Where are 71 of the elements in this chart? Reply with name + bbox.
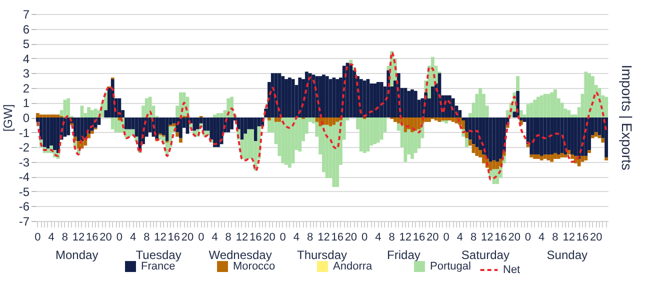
y-tick-label: 0 xyxy=(22,111,30,125)
x-tick-label: 0 xyxy=(198,232,204,244)
text: Sunday xyxy=(546,248,588,262)
y-tick-label: 4 xyxy=(22,52,30,66)
x-tick-label: 16 xyxy=(494,232,507,244)
x-tick-label: 4 xyxy=(212,232,218,244)
x-tick-label: 4 xyxy=(456,232,463,244)
x-tick-label: 16 xyxy=(412,232,426,244)
x-tick-label: 20 xyxy=(181,232,194,244)
x-tick-label: 8 xyxy=(144,232,150,244)
x-tick-label: 16 xyxy=(168,232,180,244)
x-tick-label: 20 xyxy=(344,232,358,244)
x-tick-label: 4 xyxy=(130,232,136,244)
legend-label: Portugal xyxy=(430,260,471,273)
x-tick-label: 0 xyxy=(524,232,532,244)
y-tick-label: -4 xyxy=(18,170,30,184)
y-tick-label: 7 xyxy=(22,8,30,22)
legend-label: France xyxy=(141,260,176,273)
x-tick-label: 12 xyxy=(562,232,575,244)
x-tick-label: 8 xyxy=(62,232,68,244)
x-tick-label: 4 xyxy=(375,232,382,244)
text: Wednesday xyxy=(208,248,272,262)
x-tick-label: 20 xyxy=(426,232,439,244)
y-tick-label: -7 xyxy=(18,214,30,228)
x-tick-label: 8 xyxy=(307,232,314,244)
y-tick-label: -2 xyxy=(18,140,30,155)
legend-label: Morocco xyxy=(233,260,276,273)
legend-label: Net xyxy=(503,264,520,276)
x-tick-label: 12 xyxy=(399,232,412,244)
x-tick-label: 4 xyxy=(538,232,545,244)
text: Thursday xyxy=(296,248,348,262)
x-tick-label: 8 xyxy=(388,232,395,244)
x-tick-label: 12 xyxy=(236,232,248,244)
y2-axis-title: Imports | Exports xyxy=(619,64,635,170)
x-tick-label: 20 xyxy=(508,232,520,244)
x-tick-label: 16 xyxy=(576,232,589,244)
x-tick-label: 0 xyxy=(361,232,368,244)
x-tick-label: 4 xyxy=(293,232,300,244)
x-tick-label: 16 xyxy=(331,232,344,244)
x-tick-label: 0 xyxy=(34,232,41,244)
x-tick-label: 8 xyxy=(470,232,477,244)
y-tick-label: -1 xyxy=(18,126,30,140)
x-tick-label: 20 xyxy=(263,232,276,244)
x-tick-label: 12 xyxy=(154,232,166,244)
x-tick-label: 16 xyxy=(249,232,262,244)
x-tick-label: 12 xyxy=(72,232,85,244)
text: Saturday xyxy=(461,248,510,262)
y-tick-label: 3 xyxy=(22,66,30,81)
x-tick-label: 0 xyxy=(280,232,286,244)
y-tick-label: 5 xyxy=(22,37,30,52)
text: Tuesday xyxy=(136,248,182,262)
x-tick-label: 20 xyxy=(590,232,602,244)
y-tick-label: 1 xyxy=(22,96,30,110)
legend-label: Andorra xyxy=(333,260,374,273)
x-tick-label: 0 xyxy=(443,232,450,244)
y-tick-label: -5 xyxy=(18,184,30,199)
y-tick-label: 6 xyxy=(22,22,30,36)
x-tick-label: 20 xyxy=(100,232,112,244)
x-tick-label: 0 xyxy=(116,232,122,244)
x-tick-label: 12 xyxy=(318,232,330,244)
y-tick-label: -3 xyxy=(18,155,30,170)
y-tick-label: 2 xyxy=(22,81,30,96)
y-axis-title: [GW] xyxy=(0,104,15,132)
x-tick-label: 4 xyxy=(48,232,54,244)
text: Friday xyxy=(387,248,420,262)
x-tick-label: 12 xyxy=(481,232,494,244)
x-tick-label: 8 xyxy=(225,232,232,244)
x-tick-label: 16 xyxy=(86,232,98,244)
text: Monday xyxy=(56,248,98,262)
y-tick-label: -6 xyxy=(18,200,30,214)
x-tick-label: 8 xyxy=(552,232,558,244)
